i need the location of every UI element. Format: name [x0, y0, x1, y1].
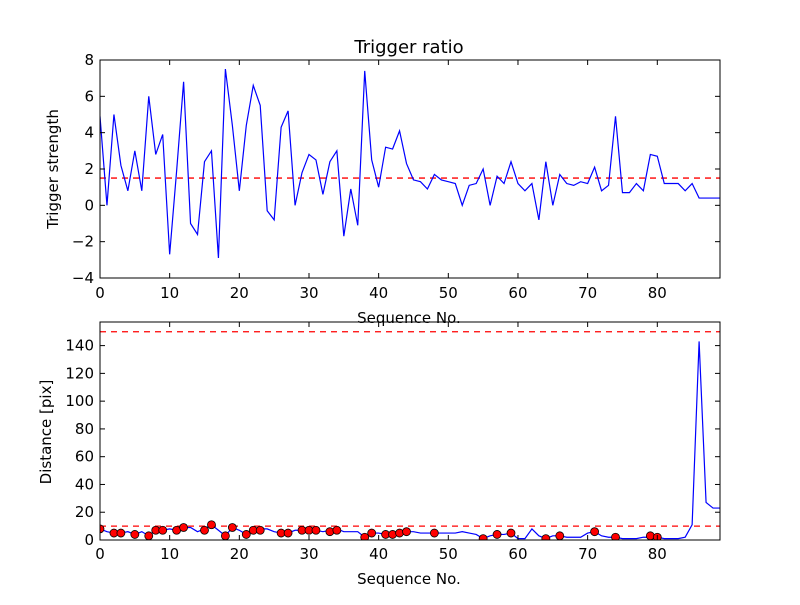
y-tick-label: 80: [75, 420, 94, 438]
data-point: [255, 525, 265, 535]
data-point: [541, 534, 551, 540]
x-tick-label: 80: [648, 284, 667, 302]
data-point: [130, 530, 140, 539]
data-point: [332, 525, 342, 535]
x-tick-label: 70: [578, 545, 597, 563]
x-axis-label: Sequence No.: [357, 309, 461, 327]
data-point: [429, 528, 439, 538]
x-tick-label: 10: [160, 545, 179, 563]
data-point: [402, 527, 411, 537]
data-point: [590, 527, 600, 537]
data-point: [220, 531, 230, 540]
x-axis-label: Sequence No.: [357, 570, 461, 588]
data-point: [611, 532, 620, 540]
y-tick-label: −4: [72, 269, 94, 287]
y-tick-label: 2: [84, 160, 94, 178]
y-tick-label: 0: [84, 531, 94, 549]
plot-area: [100, 69, 720, 259]
axes-frame: [99, 321, 721, 541]
x-tick-label: 30: [299, 545, 318, 563]
y-tick-label: −2: [72, 233, 94, 251]
y-axis-label: Distance [pix]: [37, 380, 55, 485]
y-tick-label: 6: [84, 87, 94, 105]
data-point: [144, 531, 154, 540]
data-point: [207, 520, 216, 530]
y-tick-label: 20: [75, 503, 94, 521]
series-line: [100, 69, 720, 259]
y-tick-label: 40: [75, 475, 94, 493]
data-point: [200, 525, 209, 535]
y-tick-label: 60: [75, 448, 94, 466]
x-tick-label: 40: [369, 545, 388, 563]
y-tick-label: 4: [84, 124, 94, 142]
x-tick-label: 0: [95, 545, 105, 563]
y-tick-label: 8: [84, 51, 94, 69]
y-tick-label: 120: [65, 364, 94, 382]
x-tick-label: 50: [439, 284, 458, 302]
data-point: [311, 525, 321, 535]
chart-title: Trigger ratio: [353, 37, 463, 58]
x-tick-label: 10: [160, 284, 179, 302]
data-point: [506, 528, 516, 538]
distance-panel: Sequence No. Distance [pix] 0 10 20 30 40 50 6…: [37, 321, 721, 588]
x-tick-label: 0: [95, 284, 105, 302]
data-point: [367, 528, 377, 538]
data-point: [283, 528, 293, 538]
data-point: [360, 532, 370, 540]
y-tick-label: 140: [65, 337, 94, 355]
data-point: [116, 528, 126, 538]
data-point: [227, 523, 237, 532]
x-tick-label: 40: [369, 284, 388, 302]
data-point: [158, 525, 168, 535]
x-tick-label: 30: [299, 284, 318, 302]
data-point: [100, 524, 105, 534]
y-axis-label: Trigger strength: [44, 109, 62, 230]
x-tick-label: 70: [578, 284, 597, 302]
y-tick-label: 100: [65, 392, 94, 410]
data-point: [492, 530, 502, 539]
trigger-ratio-panel: Trigger ratio Sequence No. Trigger stren…: [44, 37, 721, 327]
data-point: [478, 534, 488, 540]
x-tick-label: 20: [230, 284, 249, 302]
x-tick-label: 60: [508, 545, 527, 563]
data-point: [179, 523, 188, 532]
x-tick-label: 80: [648, 545, 667, 563]
plot-area: [100, 331, 720, 540]
data-point: [555, 531, 565, 540]
data-point: [241, 530, 251, 539]
x-tick-label: 50: [439, 545, 458, 563]
x-tick-label: 20: [230, 545, 249, 563]
x-tick-label: 60: [508, 284, 527, 302]
y-tick-label: 0: [84, 196, 94, 214]
